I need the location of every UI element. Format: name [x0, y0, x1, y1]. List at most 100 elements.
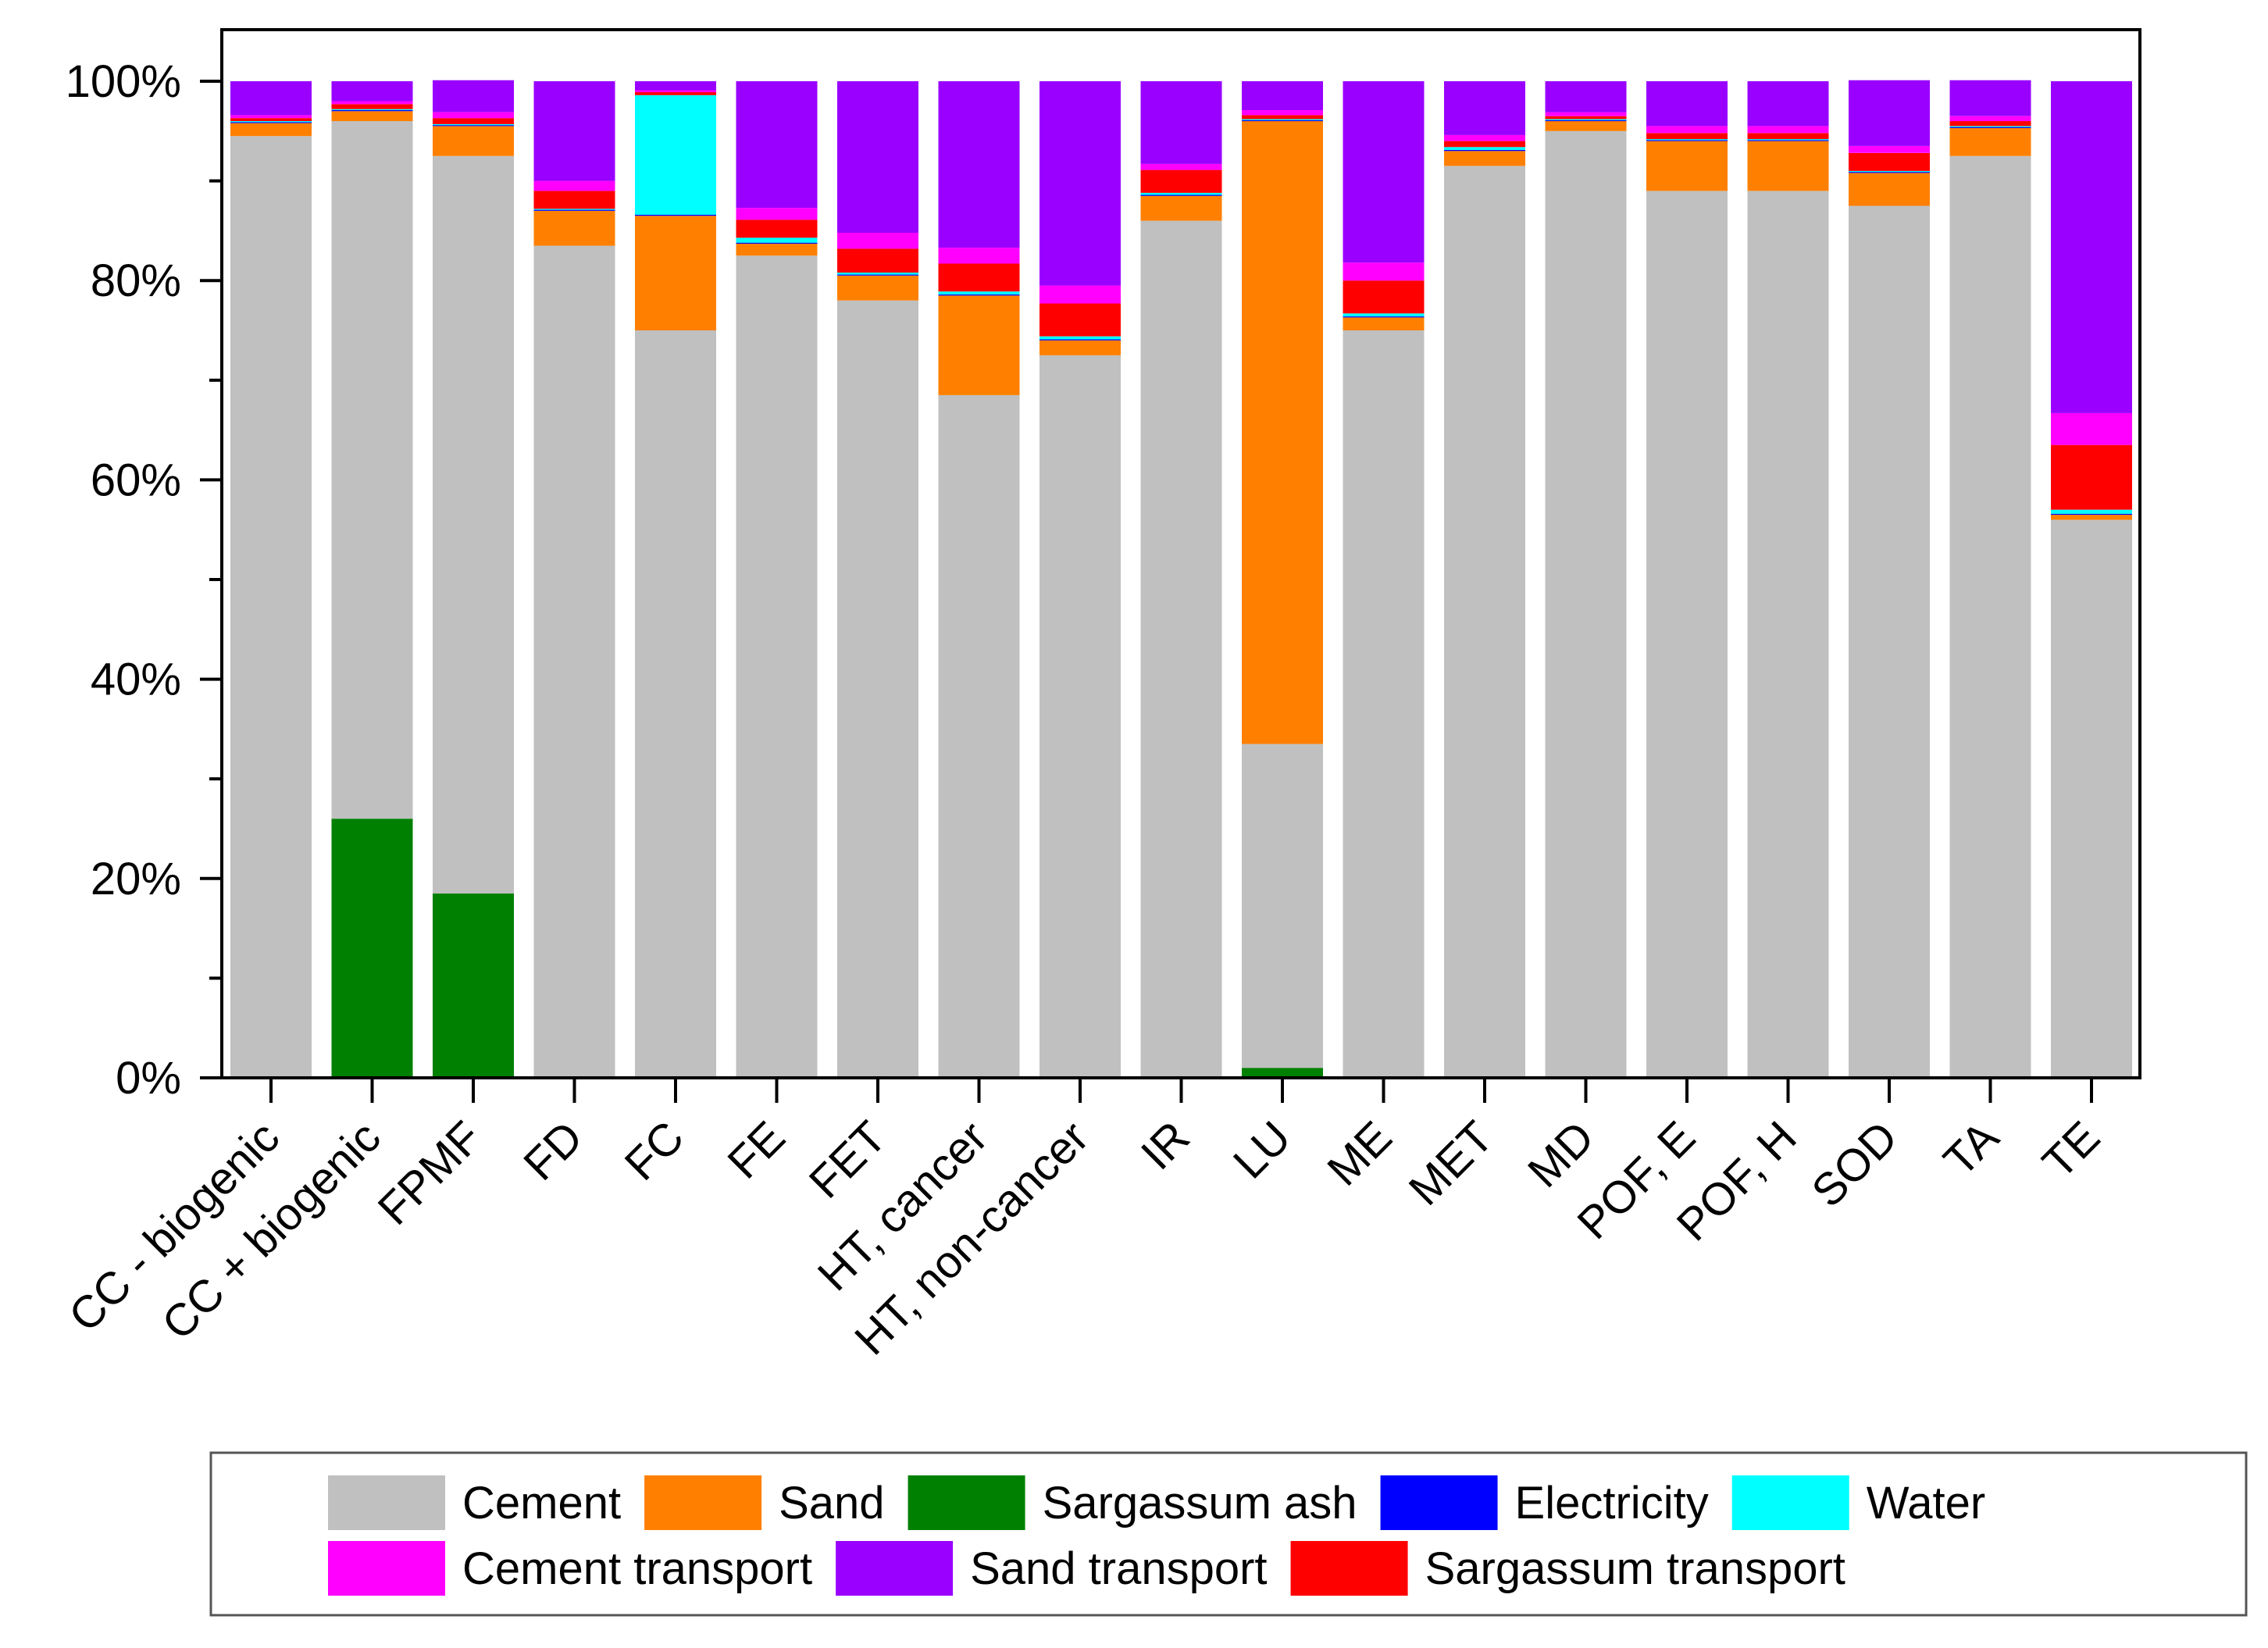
bar-segment-sand-transport: [1040, 81, 1121, 286]
x-category-label: MD: [1518, 1111, 1604, 1197]
bar-segment-electricity: [1949, 127, 2031, 128]
bar-segment-electricity: [1040, 339, 1121, 341]
bar-segment-sand-transport: [1949, 80, 2031, 116]
bar-segment-sargassum-ash: [1242, 1068, 1323, 1078]
bar-segment-sargassum-transport: [1949, 121, 2031, 127]
bar-segment-cement-transport: [331, 101, 413, 105]
bar-segment-sargassum-transport: [1242, 115, 1323, 119]
bar-segment-cement: [1140, 220, 1222, 1079]
y-tick-label: 20%: [91, 854, 181, 904]
bar-segment-sargassum-transport: [1444, 141, 1525, 148]
bar-segment-cement: [1040, 355, 1121, 1078]
bar-segment-sand: [837, 275, 918, 301]
y-tick-label: 60%: [91, 455, 181, 505]
x-category-label: FPMF: [369, 1111, 492, 1235]
bar-segment-electricity: [1140, 194, 1222, 196]
bar-segment-sand-transport: [1545, 81, 1627, 112]
bar-segment-cement: [1343, 330, 1425, 1078]
bar-segment-sand-transport: [1747, 81, 1829, 127]
bar-segment-sargassum-transport: [1040, 303, 1121, 337]
bar-segment-cement-transport: [1646, 126, 1728, 134]
bar-segment-water: [1242, 119, 1323, 120]
bar-segment-sand: [635, 216, 716, 330]
bar-segment-sand-transport: [230, 81, 312, 116]
bar-segment-electricity: [1646, 140, 1728, 141]
legend-swatch: [836, 1541, 954, 1596]
bar-segment-electricity: [1343, 316, 1425, 318]
bar-segment-water: [1444, 147, 1525, 150]
bar-segment-cement: [1545, 130, 1627, 1078]
bar-segment-water: [1545, 119, 1627, 120]
bar-segment-cement-transport: [533, 180, 615, 191]
bar-segment-electricity: [1242, 119, 1323, 122]
bar-segment-cement: [1849, 205, 1930, 1078]
bar-segment-water: [1949, 126, 2031, 127]
bar-segment-water: [736, 237, 818, 243]
bar-segment-cement: [1949, 155, 2031, 1079]
bar-segment-electricity: [938, 294, 1020, 296]
bar-segment-sand-transport: [1444, 81, 1525, 135]
bar-segment-sargassum-transport: [533, 191, 615, 209]
bar-segment-water: [1747, 139, 1829, 141]
bar-segment-sargassum-transport: [736, 219, 818, 238]
bar-segment-electricity: [1545, 119, 1627, 122]
bar-segment-cement: [736, 255, 818, 1078]
bar-segment-water: [230, 121, 312, 123]
x-category-label: TA: [1934, 1111, 2009, 1186]
bar-segment-cement: [938, 394, 1020, 1078]
bar-segment-water: [837, 273, 918, 275]
y-tick-label: 100%: [66, 56, 181, 107]
x-category-label: FC: [615, 1111, 694, 1190]
bar-segment-cement-transport: [2051, 412, 2132, 445]
bar-segment-electricity: [433, 125, 514, 127]
bar-segment-sand-transport: [331, 81, 413, 102]
bar-segment-cement: [635, 330, 716, 1078]
legend-swatch: [1380, 1475, 1498, 1530]
bar-segment-sargassum-transport: [938, 263, 1020, 292]
legend-swatch: [328, 1541, 445, 1596]
bar-segment-sand-transport: [2051, 81, 2132, 413]
x-category-label: TE: [2033, 1111, 2109, 1188]
legend: Cement Sand Sargassum ash Electricity Water C…: [209, 1451, 2248, 1617]
bar-segment-water: [1646, 139, 1728, 141]
bar-segment-electricity: [736, 242, 818, 244]
bar-segment-sand-transport: [533, 81, 615, 181]
legend-label: Cement transport: [462, 1543, 812, 1594]
legend-label: Sand transport: [970, 1543, 1267, 1594]
y-tick-label: 40%: [91, 655, 181, 705]
y-tick-label: 80%: [91, 255, 181, 306]
bar-segment-cement-transport: [1040, 285, 1121, 304]
bar-segment-electricity: [1747, 140, 1829, 141]
x-category-label: IR: [1132, 1111, 1200, 1179]
bar-segment-cement: [533, 245, 615, 1078]
bar-segment-cement: [1444, 166, 1525, 1078]
bar-segment-cement-transport: [230, 115, 312, 119]
legend-swatch: [1731, 1475, 1849, 1530]
x-category-label: MET: [1400, 1111, 1503, 1215]
bar-segment-water: [433, 123, 514, 126]
x-category-label: FD: [514, 1111, 593, 1190]
bar-segment-water: [331, 109, 413, 110]
bar-segment-sand: [1545, 121, 1627, 131]
bar-segment-sand-transport: [1343, 81, 1425, 263]
bar-segment-cement: [1646, 191, 1728, 1078]
x-category-label: LU: [1224, 1111, 1300, 1188]
bar-segment-cement-transport: [1747, 126, 1829, 134]
bar-segment-cement-transport: [1949, 116, 2031, 122]
x-category-label: FE: [718, 1111, 794, 1188]
bar-segment-sand-transport: [433, 80, 514, 112]
bar-segment-water: [1140, 192, 1222, 195]
bar-segment-cement-transport: [433, 112, 514, 119]
bar-segment-sand: [1242, 121, 1323, 744]
x-category-label: ME: [1318, 1111, 1401, 1195]
bar-segment-sargassum-ash: [433, 893, 514, 1078]
legend-box: [209, 1451, 2248, 1617]
legend-label: Electricity: [1515, 1478, 1709, 1529]
bars-group: [230, 80, 2132, 1079]
bar-segment-cement-transport: [635, 90, 716, 93]
bar-segment-sand: [1140, 195, 1222, 221]
bar-segment-sand-transport: [1140, 81, 1222, 164]
bar-segment-electricity: [230, 122, 312, 123]
